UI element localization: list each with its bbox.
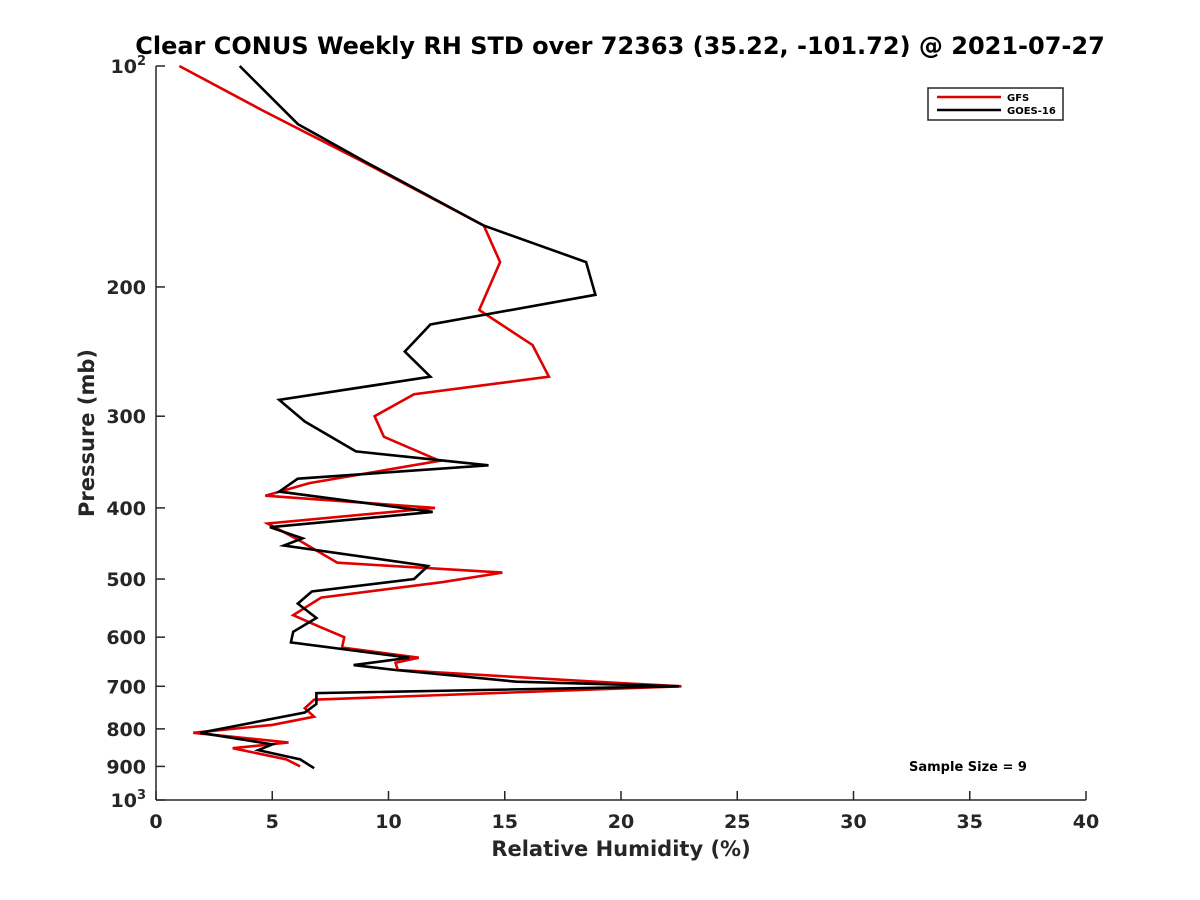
- y-tick-label: 400: [106, 498, 146, 520]
- x-tick-label: 15: [492, 811, 518, 833]
- y-tick-label: 500: [106, 569, 146, 591]
- y-tick-label: 103: [111, 788, 147, 812]
- y-tick-label: 600: [106, 627, 146, 649]
- y-tick-label: 900: [106, 756, 146, 778]
- legend-label-goes16: GOES-16: [1007, 106, 1056, 117]
- y-tick-label: 102: [111, 54, 147, 78]
- x-tick-label: 5: [266, 811, 279, 833]
- x-tick-label: 0: [149, 811, 162, 833]
- legend-box: [927, 87, 1064, 121]
- chart-title: Clear CONUS Weekly RH STD over 72363 (35…: [135, 32, 1105, 60]
- y-tick-label: 300: [106, 406, 146, 428]
- y-tick-label: 200: [106, 277, 146, 299]
- legend-label-gfs: GFS: [1007, 93, 1029, 104]
- sample-size-annotation: Sample Size = 9: [909, 760, 1027, 775]
- x-tick-label: 10: [375, 811, 401, 833]
- x-tick-label: 35: [957, 811, 983, 833]
- y-tick-label: 800: [106, 719, 146, 741]
- x-ticks: 0 5 10 15 20 25 30 35 40: [149, 791, 1099, 833]
- x-tick-label: 40: [1073, 811, 1099, 833]
- x-axis-label: Relative Humidity (%): [491, 837, 750, 861]
- x-tick-label: 20: [608, 811, 634, 833]
- plot-lines: [178, 64, 682, 770]
- legend: GFS GOES-16: [927, 87, 1064, 121]
- y-ticks: 102 200 300 400 500 600 700 800 900 103: [106, 54, 165, 812]
- y-tick-label: 700: [106, 676, 146, 698]
- series-line-gfs: [178, 64, 682, 768]
- series-line-goes16: [199, 65, 680, 770]
- y-axis-label: Pressure (mb): [75, 349, 99, 517]
- x-tick-label: 25: [724, 811, 750, 833]
- x-tick-label: 30: [840, 811, 866, 833]
